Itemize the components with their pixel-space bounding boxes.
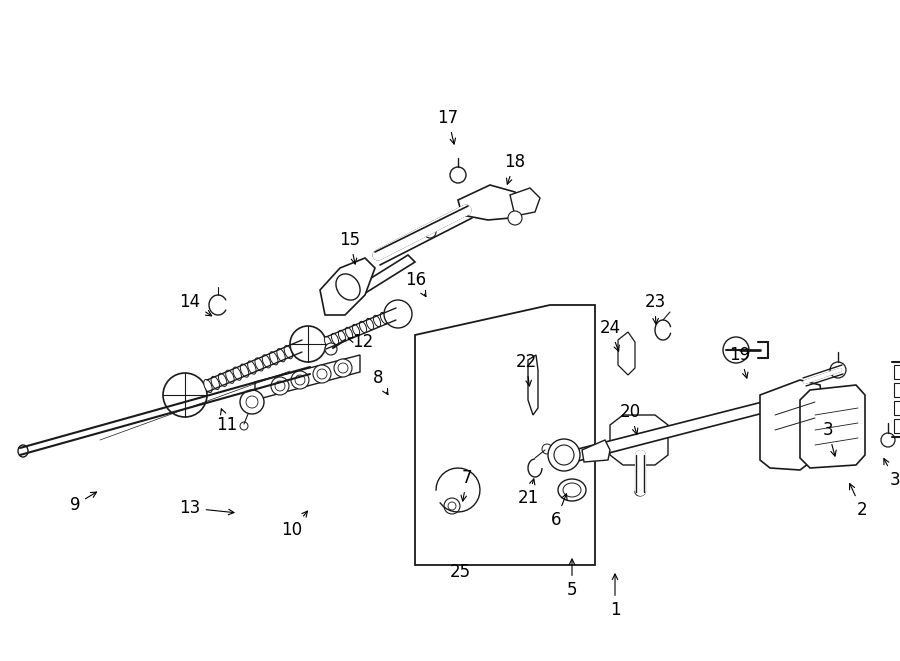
Ellipse shape <box>277 348 285 362</box>
Ellipse shape <box>374 315 381 327</box>
Ellipse shape <box>233 367 241 380</box>
Text: 12: 12 <box>348 333 374 351</box>
Text: 14: 14 <box>179 293 212 316</box>
Circle shape <box>163 373 207 417</box>
Circle shape <box>325 343 337 355</box>
Ellipse shape <box>381 313 388 324</box>
Text: 20: 20 <box>619 403 641 434</box>
Bar <box>894 419 900 433</box>
Polygon shape <box>510 188 540 216</box>
Ellipse shape <box>226 370 234 383</box>
Ellipse shape <box>387 309 394 321</box>
Ellipse shape <box>635 488 645 496</box>
Bar <box>894 401 900 415</box>
Ellipse shape <box>255 358 264 371</box>
Text: 4: 4 <box>0 660 1 661</box>
Text: 8: 8 <box>373 369 388 395</box>
Ellipse shape <box>353 325 360 336</box>
Text: 3: 3 <box>884 459 900 489</box>
Ellipse shape <box>18 445 28 457</box>
Polygon shape <box>582 440 610 462</box>
Ellipse shape <box>262 355 271 368</box>
Text: 9: 9 <box>70 492 96 514</box>
Text: 11: 11 <box>216 408 238 434</box>
Ellipse shape <box>359 321 366 332</box>
Ellipse shape <box>331 333 338 344</box>
Ellipse shape <box>292 342 300 356</box>
Ellipse shape <box>269 352 278 365</box>
Polygon shape <box>800 385 865 468</box>
Ellipse shape <box>336 274 360 300</box>
Circle shape <box>290 326 326 362</box>
Text: 23: 23 <box>644 293 666 324</box>
Circle shape <box>424 226 436 238</box>
Text: 10: 10 <box>282 511 308 539</box>
Ellipse shape <box>203 379 212 393</box>
Text: 15: 15 <box>339 231 361 264</box>
Circle shape <box>548 439 580 471</box>
Bar <box>894 365 900 379</box>
Circle shape <box>450 167 466 183</box>
Polygon shape <box>458 185 518 220</box>
Circle shape <box>542 444 552 454</box>
Polygon shape <box>255 355 360 400</box>
Text: 17: 17 <box>437 109 459 144</box>
Polygon shape <box>320 258 375 315</box>
Text: 18: 18 <box>504 153 526 184</box>
Circle shape <box>508 211 522 225</box>
Polygon shape <box>528 355 538 415</box>
Ellipse shape <box>558 479 586 501</box>
Circle shape <box>444 498 460 514</box>
Circle shape <box>291 371 309 389</box>
Circle shape <box>313 365 331 383</box>
Ellipse shape <box>338 330 346 342</box>
Circle shape <box>723 337 749 363</box>
Ellipse shape <box>212 376 220 389</box>
Polygon shape <box>415 305 595 565</box>
Circle shape <box>554 445 574 465</box>
Ellipse shape <box>240 364 248 377</box>
Text: 22: 22 <box>516 353 536 386</box>
Polygon shape <box>574 400 775 462</box>
Bar <box>894 383 900 397</box>
Ellipse shape <box>219 373 227 387</box>
Text: 7: 7 <box>461 469 472 501</box>
Circle shape <box>830 362 846 378</box>
Text: 16: 16 <box>405 271 427 297</box>
Text: 25: 25 <box>449 563 471 581</box>
Polygon shape <box>328 255 415 312</box>
Ellipse shape <box>366 319 373 330</box>
Circle shape <box>240 390 264 414</box>
Circle shape <box>334 359 352 377</box>
Text: 6: 6 <box>551 494 567 529</box>
Text: 21: 21 <box>518 479 538 507</box>
Ellipse shape <box>284 346 292 359</box>
Text: 1: 1 <box>609 574 620 619</box>
Polygon shape <box>618 332 635 375</box>
Polygon shape <box>610 415 668 465</box>
Circle shape <box>271 377 289 395</box>
Text: 2: 2 <box>850 484 868 519</box>
Text: 5: 5 <box>567 559 577 599</box>
Circle shape <box>881 433 895 447</box>
Ellipse shape <box>248 361 256 374</box>
Circle shape <box>384 300 412 328</box>
Text: 3: 3 <box>823 421 836 456</box>
Polygon shape <box>760 380 825 470</box>
Text: 24: 24 <box>599 319 621 351</box>
Ellipse shape <box>324 336 331 348</box>
Ellipse shape <box>299 339 307 352</box>
Text: 19: 19 <box>729 346 751 378</box>
Text: 13: 13 <box>179 499 234 517</box>
Ellipse shape <box>346 327 353 338</box>
